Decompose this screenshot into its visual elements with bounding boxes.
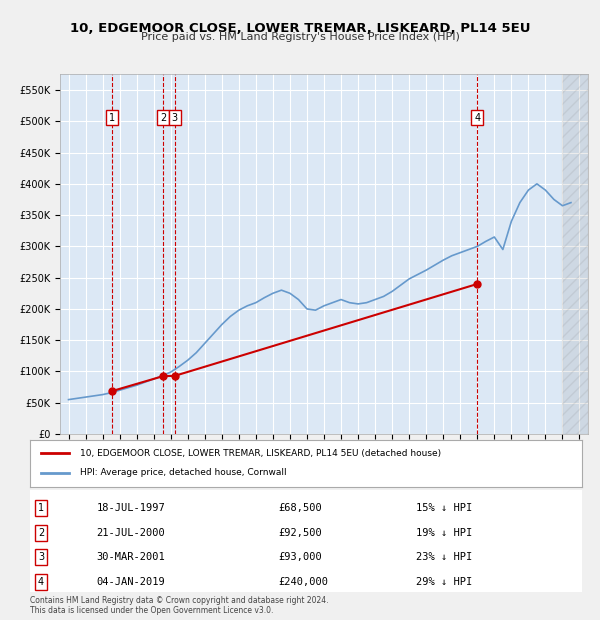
Text: £92,500: £92,500 [278, 528, 322, 538]
Text: 1: 1 [38, 503, 44, 513]
Text: 30-MAR-2001: 30-MAR-2001 [96, 552, 165, 562]
Text: 4: 4 [475, 113, 481, 123]
Text: 19% ↓ HPI: 19% ↓ HPI [416, 528, 473, 538]
Text: 10, EDGEMOOR CLOSE, LOWER TREMAR, LISKEARD, PL14 5EU: 10, EDGEMOOR CLOSE, LOWER TREMAR, LISKEA… [70, 22, 530, 35]
Text: 15% ↓ HPI: 15% ↓ HPI [416, 503, 473, 513]
Text: £68,500: £68,500 [278, 503, 322, 513]
Text: Contains HM Land Registry data © Crown copyright and database right 2024.: Contains HM Land Registry data © Crown c… [30, 596, 329, 606]
Text: 4: 4 [38, 577, 44, 587]
Text: 3: 3 [38, 552, 44, 562]
Text: 2: 2 [38, 528, 44, 538]
Text: 21-JUL-2000: 21-JUL-2000 [96, 528, 165, 538]
Text: HPI: Average price, detached house, Cornwall: HPI: Average price, detached house, Corn… [80, 468, 286, 477]
Bar [562, 74, 588, 434]
Text: This data is licensed under the Open Government Licence v3.0.: This data is licensed under the Open Gov… [30, 606, 274, 616]
Text: 04-JAN-2019: 04-JAN-2019 [96, 577, 165, 587]
Text: 3: 3 [172, 113, 178, 123]
Text: £93,000: £93,000 [278, 552, 322, 562]
Text: 18-JUL-1997: 18-JUL-1997 [96, 503, 165, 513]
Text: 10, EDGEMOOR CLOSE, LOWER TREMAR, LISKEARD, PL14 5EU (detached house): 10, EDGEMOOR CLOSE, LOWER TREMAR, LISKEA… [80, 449, 441, 458]
Text: 29% ↓ HPI: 29% ↓ HPI [416, 577, 473, 587]
Text: 1: 1 [109, 113, 115, 123]
Text: 23% ↓ HPI: 23% ↓ HPI [416, 552, 473, 562]
Text: 2: 2 [160, 113, 166, 123]
Text: £240,000: £240,000 [278, 577, 328, 587]
Text: Price paid vs. HM Land Registry's House Price Index (HPI): Price paid vs. HM Land Registry's House … [140, 32, 460, 42]
